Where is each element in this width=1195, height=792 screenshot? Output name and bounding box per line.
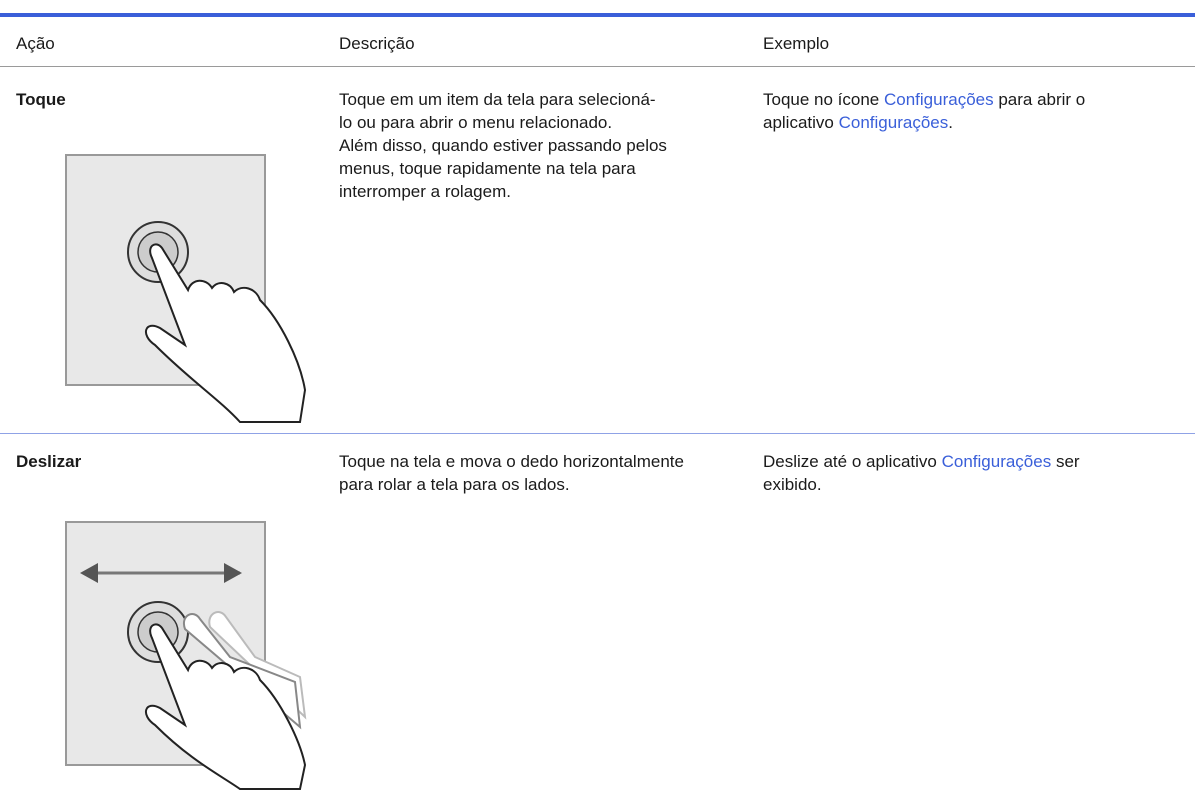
text: aplicativo [763, 113, 839, 132]
text: exibido. [763, 475, 822, 494]
text-line: Além disso, quando estiver passando pelo… [339, 136, 667, 155]
text: ser [1051, 452, 1080, 471]
text-line: Toque em um item da tela para selecioná- [339, 90, 656, 109]
row-rule [0, 433, 1195, 434]
text: Toque no ícone [763, 90, 884, 109]
header-cell: Exemplo [763, 34, 830, 53]
text: Deslize até o aplicativo [763, 452, 942, 471]
text-line: lo ou para abrir o menu relacionado. [339, 113, 613, 132]
action: Toque [16, 90, 66, 109]
text-line: menus, toque rapidamente na tela para [339, 159, 636, 178]
tap-illustration [65, 154, 307, 423]
link[interactable]: Configurações [838, 113, 949, 132]
link[interactable]: Configurações [941, 452, 1052, 471]
text-line: Toque no ícone Configurações para abrir … [763, 88, 1085, 111]
text-line: interromper a rolagem. [339, 182, 511, 201]
text: para abrir o [993, 90, 1086, 109]
header-cell: Ação [16, 34, 55, 53]
text-line: para rolar a tela para os lados. [339, 475, 570, 494]
action: Deslizar [16, 452, 82, 471]
description: Toque na tela e mova o dedo horizontalme… [339, 450, 684, 496]
example: Toque no ícone Configurações para abrir … [763, 88, 1085, 134]
description: Toque em um item da tela para selecioná-… [339, 88, 667, 203]
text-line: Deslize até o aplicativo Configurações s… [763, 450, 1080, 473]
text-line: Toque na tela e mova o dedo horizontalme… [339, 452, 684, 471]
top-rule [0, 13, 1195, 17]
example: Deslize até o aplicativo Configurações s… [763, 450, 1080, 496]
link[interactable]: Configurações [883, 90, 994, 109]
text-line: exibido. [763, 473, 1080, 496]
header-rule [0, 66, 1195, 67]
header-cell: Descrição [339, 34, 415, 53]
text: . [948, 113, 953, 132]
swipe-illustration [65, 521, 307, 790]
text-line: aplicativo Configurações. [763, 111, 1085, 134]
